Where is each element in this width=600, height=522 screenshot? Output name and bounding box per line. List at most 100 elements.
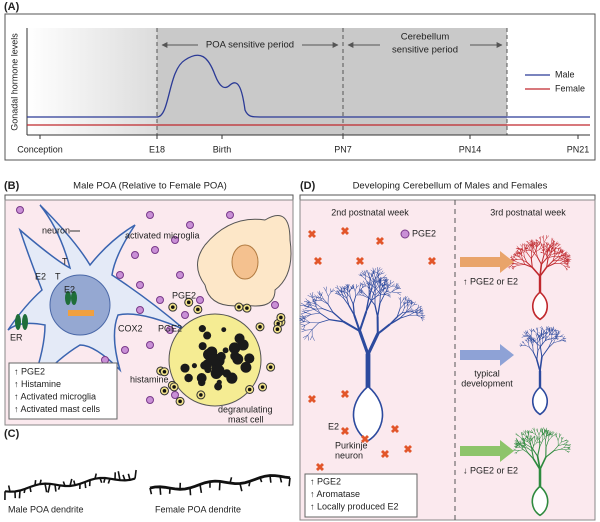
dendrite-branch xyxy=(304,334,309,340)
dendrite-branch xyxy=(398,297,401,301)
dendrite-branch xyxy=(545,330,550,334)
dendrite-branch xyxy=(362,285,367,288)
summary-line: ↑ Histamine xyxy=(14,379,61,389)
dendrite-branch xyxy=(520,244,523,247)
granule-core xyxy=(196,307,200,312)
dendrite-branch xyxy=(526,330,529,334)
dendrite-branch xyxy=(556,436,559,441)
dendrite-branch xyxy=(523,434,528,438)
dendrite-branch xyxy=(555,336,561,338)
molecule-label: E2 xyxy=(35,271,46,281)
dendrite-branch xyxy=(534,244,538,248)
dendrite-branch xyxy=(416,314,422,318)
receptor xyxy=(15,314,21,330)
dendrite-branch xyxy=(558,338,564,342)
pge2-dot xyxy=(131,251,139,259)
dendrite-branch xyxy=(376,323,391,335)
summary-line: ↑ PGE2 xyxy=(310,476,341,486)
dendrite-branch xyxy=(374,304,379,318)
dendrite-branch xyxy=(537,431,540,436)
dendrite-branch xyxy=(405,307,411,313)
panel-label: (A) xyxy=(4,1,20,13)
dendrite-branch xyxy=(421,312,424,316)
dendrite-branch xyxy=(349,288,352,293)
dendrite-branch xyxy=(359,285,361,292)
cell-label: neuron xyxy=(42,225,70,235)
dendrite-branch xyxy=(419,310,424,313)
granule-core xyxy=(172,385,176,389)
dendrite-branch xyxy=(396,284,399,290)
dendrite-branch xyxy=(318,294,322,296)
dendrite-branch xyxy=(554,252,558,257)
dendrite-branch xyxy=(532,244,534,248)
dendrite-branch xyxy=(535,247,538,252)
e2-mark: ✖ xyxy=(340,426,349,438)
dendrite-branch xyxy=(373,282,376,289)
dendrite-branch xyxy=(536,256,542,265)
dendrite-branch xyxy=(549,246,551,250)
dendrite-branch xyxy=(551,336,556,339)
pge2-dot xyxy=(271,301,279,309)
dendrite-branch xyxy=(384,278,386,283)
dendrite-branch xyxy=(538,331,542,335)
legend-label: Male xyxy=(555,69,575,79)
dendrite-branch xyxy=(536,436,539,439)
dendrite-branch xyxy=(545,335,548,339)
dendrite-branch xyxy=(522,438,526,445)
spine xyxy=(259,477,263,483)
dendrite-branch xyxy=(551,329,553,336)
dendrite-branch xyxy=(563,265,568,268)
dendrite-branch xyxy=(311,312,321,315)
dendrite-branch xyxy=(515,445,518,449)
dendrite-branch xyxy=(539,327,544,330)
dendrite-branch xyxy=(402,307,405,313)
dendrite-branch xyxy=(556,434,558,438)
dendrite-branch xyxy=(359,289,363,292)
e2-mark: ✖ xyxy=(380,449,389,461)
dendrite-branch xyxy=(563,445,566,448)
dendrite-branch xyxy=(375,282,379,288)
dendrite-branch xyxy=(518,262,526,265)
pge2-dot xyxy=(156,296,164,304)
dendrite-branch xyxy=(330,290,335,293)
dendrite-branch xyxy=(327,303,334,313)
dendrite-branch xyxy=(346,284,349,288)
dendrite-branch xyxy=(537,336,539,340)
dendrite-branch xyxy=(525,330,527,335)
dendrite-branch xyxy=(518,253,520,257)
dendrite-branch xyxy=(533,252,538,258)
dendrite-branch xyxy=(382,287,385,295)
dendrite-branch xyxy=(536,335,538,340)
dendrite-branch xyxy=(341,286,343,290)
dendrite-branch xyxy=(527,437,532,442)
dendrite-branch xyxy=(363,270,366,275)
dendrite-branch xyxy=(543,241,545,248)
dendrite-branch xyxy=(547,243,550,246)
dendrite-branch xyxy=(399,303,401,310)
dendrite-branch xyxy=(319,312,330,321)
pge2-dot xyxy=(181,311,189,319)
dendrite-branch xyxy=(410,310,414,312)
dendrite-branch xyxy=(540,257,548,265)
dendrite-branch xyxy=(547,433,550,437)
dendrite-branch xyxy=(370,288,376,296)
dendrite-branch xyxy=(370,278,374,283)
dendrite-branch xyxy=(527,448,533,452)
granule-core xyxy=(202,359,213,370)
dendrite-branch xyxy=(321,300,329,305)
dendrite-branch xyxy=(535,434,540,440)
dendrite-branch xyxy=(552,326,554,331)
dendrite-branch xyxy=(539,346,543,358)
dendrite-label: Female POA dendrite xyxy=(155,504,241,514)
dendrite-branch xyxy=(553,258,559,264)
dendrite-branch xyxy=(520,343,523,346)
dendrite-branch xyxy=(539,247,544,250)
dendrite-branch xyxy=(307,329,313,336)
dendrite-branch xyxy=(533,247,537,252)
dendrite-branch xyxy=(519,256,523,260)
dendrite-branch xyxy=(527,441,532,446)
dendrite-branch xyxy=(527,248,531,251)
week-label: 2nd postnatal week xyxy=(331,207,409,217)
dendrite-branch xyxy=(534,339,537,342)
dendrite-branch xyxy=(303,325,306,330)
